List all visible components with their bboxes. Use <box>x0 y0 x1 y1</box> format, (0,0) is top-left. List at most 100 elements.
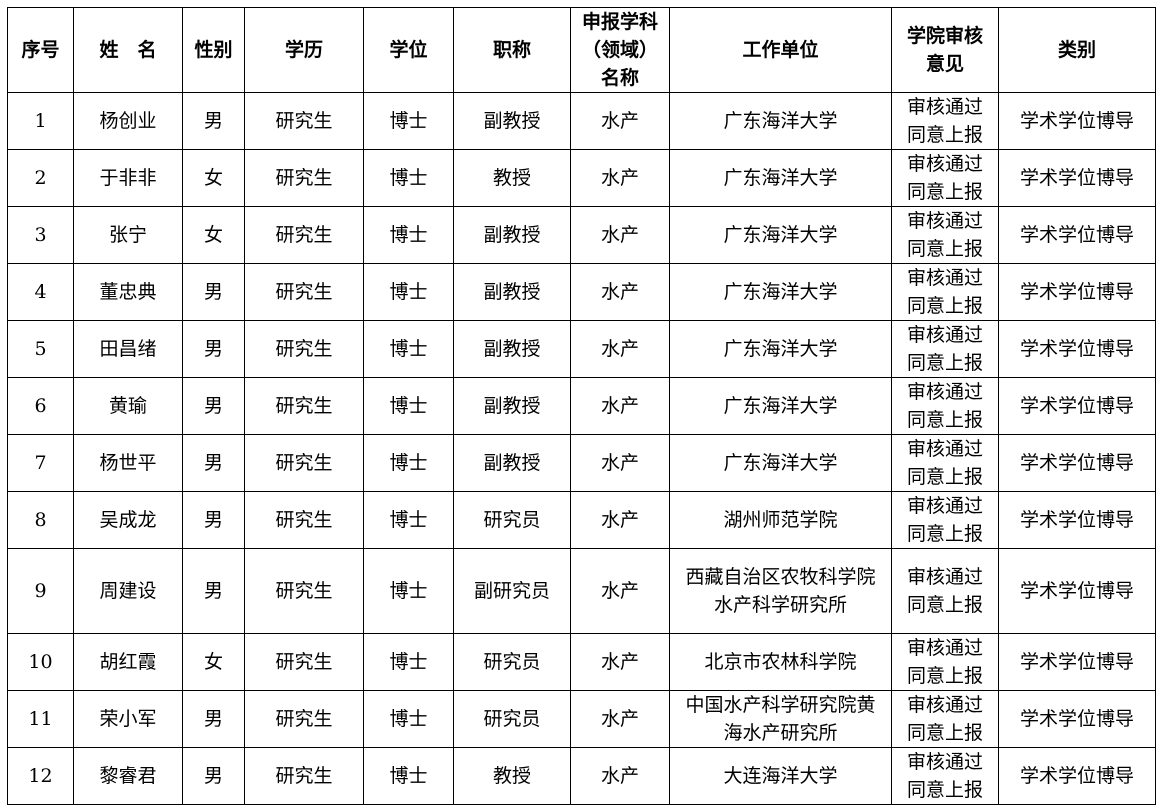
cell-no: 4 <box>7 263 74 321</box>
cell-field: 水产 <box>570 377 670 435</box>
cell-opinion: 审核通过同意上报 <box>891 548 999 634</box>
cell-unit: 广东海洋大学 <box>669 320 892 378</box>
header-gender: 性别 <box>182 7 245 93</box>
cell-unit: 广东海洋大学 <box>669 149 892 207</box>
cell-education: 研究生 <box>244 491 364 549</box>
cell-field: 水产 <box>570 320 670 378</box>
cell-unit: 大连海洋大学 <box>669 747 892 805</box>
cell-no: 7 <box>7 434 74 492</box>
cell-degree: 博士 <box>363 690 454 748</box>
cell-name: 董忠典 <box>73 263 183 321</box>
cell-category: 学术学位博导 <box>998 263 1156 321</box>
cell-no: 3 <box>7 206 74 264</box>
cell-education: 研究生 <box>244 377 364 435</box>
table-row: 1 杨创业男研究生 博士 副教授 水产 广东海洋大学 审核通过同意上报 学术学位博导 <box>7 92 1156 150</box>
supervisor-table: 序号 姓 名 性别 学历 学位 职称 申报学科（领域）名称 工作单位 学院审核意… <box>7 7 1156 805</box>
cell-opinion: 审核通过同意上报 <box>891 377 999 435</box>
header-category: 类别 <box>998 7 1156 93</box>
cell-category: 学术学位博导 <box>998 747 1156 805</box>
cell-title: 教授 <box>453 747 571 805</box>
cell-field: 水产 <box>570 747 670 805</box>
cell-field: 水产 <box>570 690 670 748</box>
cell-category: 学术学位博导 <box>998 92 1156 150</box>
cell-unit: 中国水产科学研究院黄海水产研究所 <box>669 690 892 748</box>
cell-education: 研究生 <box>244 633 364 691</box>
cell-education: 研究生 <box>244 434 364 492</box>
cell-gender: 女 <box>182 633 245 691</box>
cell-unit: 西藏自治区农牧科学院水产科学研究所 <box>669 548 892 634</box>
cell-no: 12 <box>7 747 74 805</box>
cell-opinion: 审核通过同意上报 <box>891 491 999 549</box>
cell-name: 黎睿君 <box>73 747 183 805</box>
cell-opinion: 审核通过同意上报 <box>891 263 999 321</box>
cell-unit: 广东海洋大学 <box>669 377 892 435</box>
cell-degree: 博士 <box>363 92 454 150</box>
cell-gender: 女 <box>182 206 245 264</box>
cell-category: 学术学位博导 <box>998 320 1156 378</box>
cell-degree: 博士 <box>363 633 454 691</box>
cell-field: 水产 <box>570 149 670 207</box>
header-row: 序号 姓 名 性别 学历 学位 职称 申报学科（领域）名称 工作单位 学院审核意… <box>7 7 1156 93</box>
cell-category: 学术学位博导 <box>998 206 1156 264</box>
cell-degree: 博士 <box>363 206 454 264</box>
cell-name: 张宁 <box>73 206 183 264</box>
cell-gender: 男 <box>182 434 245 492</box>
cell-category: 学术学位博导 <box>998 377 1156 435</box>
cell-unit: 广东海洋大学 <box>669 92 892 150</box>
cell-opinion: 审核通过同意上报 <box>891 633 999 691</box>
header-name: 姓 名 <box>73 7 183 93</box>
cell-degree: 博士 <box>363 747 454 805</box>
cell-category: 学术学位博导 <box>998 690 1156 748</box>
table-row: 7 杨世平男研究生 博士 副教授 水产 广东海洋大学 审核通过同意上报 学术学位博导 <box>7 434 1156 492</box>
cell-opinion: 审核通过同意上报 <box>891 92 999 150</box>
table-row: 10 胡红霞女研究生 博士 研究员 水产 北京市农林科学院 审核通过同意上报 学术学位博导 <box>7 633 1156 691</box>
cell-no: 10 <box>7 633 74 691</box>
cell-field: 水产 <box>570 206 670 264</box>
cell-unit: 广东海洋大学 <box>669 263 892 321</box>
cell-title: 研究员 <box>453 633 571 691</box>
cell-education: 研究生 <box>244 149 364 207</box>
cell-title: 教授 <box>453 149 571 207</box>
cell-opinion: 审核通过同意上报 <box>891 149 999 207</box>
cell-no: 11 <box>7 690 74 748</box>
cell-gender: 男 <box>182 92 245 150</box>
cell-unit: 湖州师范学院 <box>669 491 892 549</box>
cell-education: 研究生 <box>244 747 364 805</box>
cell-degree: 博士 <box>363 320 454 378</box>
cell-category: 学术学位博导 <box>998 633 1156 691</box>
cell-title: 副教授 <box>453 206 571 264</box>
cell-degree: 博士 <box>363 149 454 207</box>
cell-category: 学术学位博导 <box>998 548 1156 634</box>
cell-field: 水产 <box>570 633 670 691</box>
cell-gender: 男 <box>182 747 245 805</box>
cell-field: 水产 <box>570 491 670 549</box>
cell-name: 黄瑜 <box>73 377 183 435</box>
cell-education: 研究生 <box>244 92 364 150</box>
cell-name: 田昌绪 <box>73 320 183 378</box>
cell-degree: 博士 <box>363 548 454 634</box>
cell-unit: 广东海洋大学 <box>669 434 892 492</box>
table-row: 9 周建设男研究生 博士 副研究员 水产 西藏自治区农牧科学院水产科学研究所 审核通过同意上… <box>7 548 1156 634</box>
cell-degree: 博士 <box>363 377 454 435</box>
cell-category: 学术学位博导 <box>998 491 1156 549</box>
cell-degree: 博士 <box>363 491 454 549</box>
cell-field: 水产 <box>570 548 670 634</box>
cell-field: 水产 <box>570 434 670 492</box>
cell-field: 水产 <box>570 92 670 150</box>
header-unit: 工作单位 <box>669 7 892 93</box>
cell-education: 研究生 <box>244 263 364 321</box>
cell-no: 9 <box>7 548 74 634</box>
cell-unit: 广东海洋大学 <box>669 206 892 264</box>
cell-no: 8 <box>7 491 74 549</box>
cell-name: 胡红霞 <box>73 633 183 691</box>
cell-title: 副研究员 <box>453 548 571 634</box>
header-opinion: 学院审核意见 <box>891 7 999 93</box>
cell-no: 2 <box>7 149 74 207</box>
cell-name: 于非非 <box>73 149 183 207</box>
header-title: 职称 <box>453 7 571 93</box>
table-row: 12 黎睿君男研究生 博士 教授 水产 大连海洋大学 审核通过同意上报 学术学位博导 <box>7 747 1156 805</box>
cell-opinion: 审核通过同意上报 <box>891 206 999 264</box>
cell-gender: 男 <box>182 491 245 549</box>
cell-opinion: 审核通过同意上报 <box>891 747 999 805</box>
cell-title: 副教授 <box>453 377 571 435</box>
